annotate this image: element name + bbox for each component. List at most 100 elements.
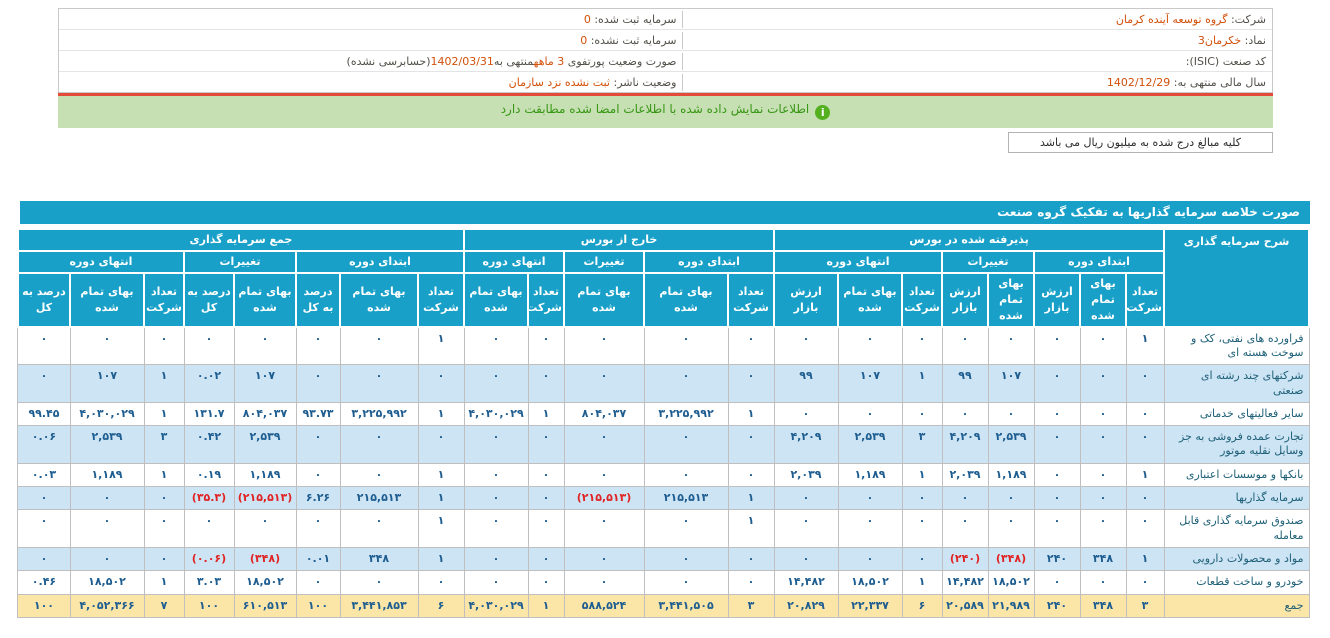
cell: ۹۳.۷۳ bbox=[296, 402, 340, 425]
cell: ۱ bbox=[144, 365, 184, 403]
cell: ۱۴,۴۸۲ bbox=[774, 571, 838, 594]
col-header-cost: بهای تمام شده bbox=[234, 273, 296, 327]
cell: ۴,۲۰۹ bbox=[774, 426, 838, 464]
cell: ۰ bbox=[988, 327, 1034, 365]
table-row: تجارت عمده فروشی به جز وسایل نقلیه موتور… bbox=[18, 426, 1309, 464]
desc-cell: شرکتهای چند رشته ای صنعتی bbox=[1164, 365, 1309, 403]
cell: ۰ bbox=[942, 327, 988, 365]
cell: ۱ bbox=[528, 594, 564, 617]
cell: ۱ bbox=[144, 463, 184, 486]
desc-cell: صندوق سرمایه گذاری قابل معامله bbox=[1164, 510, 1309, 548]
cell: ۰ bbox=[902, 402, 942, 425]
cell: ۰ bbox=[1080, 402, 1126, 425]
cell: ۰ bbox=[528, 487, 564, 510]
cell: ۰ bbox=[296, 426, 340, 464]
cell: ۰ bbox=[340, 571, 418, 594]
cell: ۱ bbox=[418, 547, 464, 570]
info-label: سرمایه ثبت نشده: bbox=[587, 34, 676, 47]
desc-cell: سرمایه گذاریها bbox=[1164, 487, 1309, 510]
cell: ۱۰۷ bbox=[838, 365, 902, 403]
info-value: خکرمان3 bbox=[1198, 34, 1241, 47]
period-header: انتهای دوره bbox=[774, 251, 942, 273]
cell: ۱ bbox=[728, 402, 774, 425]
cell: ۰ bbox=[838, 510, 902, 548]
portfolio-status-segment: (حسابرسی نشده) bbox=[347, 55, 431, 68]
col-header-count: تعداد شرکت bbox=[902, 273, 942, 327]
col-header-percent: درصد به کل bbox=[18, 273, 70, 327]
cell: ۰ bbox=[564, 510, 644, 548]
cell: ۰ bbox=[1080, 327, 1126, 365]
cell: ۰ bbox=[144, 547, 184, 570]
cell: ۰ bbox=[838, 487, 902, 510]
cell: ۰ bbox=[1034, 510, 1080, 548]
cell: ۲,۵۳۹ bbox=[234, 426, 296, 464]
cell: (۳۴۸) bbox=[988, 547, 1034, 570]
group-header: جمع سرمایه گذاری bbox=[18, 229, 464, 251]
col-header-cost: بهای تمام شده bbox=[1080, 273, 1126, 327]
cell: ۰ bbox=[728, 571, 774, 594]
cell: ۴,۰۳۰,۰۲۹ bbox=[464, 402, 528, 425]
cell: ۲۲,۳۳۷ bbox=[838, 594, 902, 617]
period-header: انتهای دوره bbox=[18, 251, 184, 273]
cell: ۰ bbox=[528, 327, 564, 365]
info-value: 0 bbox=[584, 13, 591, 26]
period-header: ابتدای دوره bbox=[1034, 251, 1164, 273]
cell: ۰ bbox=[464, 510, 528, 548]
cell: ۴,۲۰۹ bbox=[942, 426, 988, 464]
cell: ۰ bbox=[728, 365, 774, 403]
cell: ۰ bbox=[644, 426, 728, 464]
cell: ۰ bbox=[774, 547, 838, 570]
cell: ۰ bbox=[1126, 402, 1164, 425]
cell: ۰ bbox=[1034, 402, 1080, 425]
info-left-cell: سرمایه ثبت نشده: 0 bbox=[59, 32, 682, 49]
info-left-cell: سرمایه ثبت شده: 0 bbox=[59, 11, 682, 28]
cell: ۰ bbox=[728, 463, 774, 486]
cell: ۰ bbox=[464, 327, 528, 365]
cell: ۰.۰۱ bbox=[296, 547, 340, 570]
cell: ۰ bbox=[70, 547, 144, 570]
cell: ۶ bbox=[902, 594, 942, 617]
cell: ۰ bbox=[644, 463, 728, 486]
cell: ۱۰۰ bbox=[184, 594, 234, 617]
cell: ۰ bbox=[774, 487, 838, 510]
cell: ۴,۰۵۲,۳۶۶ bbox=[70, 594, 144, 617]
cell: ۱ bbox=[528, 402, 564, 425]
header-row-columns: تعداد شرکتبهای تمام شدهارزش بازاربهای تم… bbox=[18, 273, 1309, 327]
cell: ۰.۴۲ bbox=[184, 426, 234, 464]
cell: ۰ bbox=[528, 426, 564, 464]
cell: ۰ bbox=[464, 547, 528, 570]
cell: ۰ bbox=[1034, 463, 1080, 486]
cell: ۰ bbox=[340, 327, 418, 365]
cell: ۰ bbox=[902, 547, 942, 570]
cell: ۰ bbox=[728, 327, 774, 365]
col-header-count: تعداد شرکت bbox=[418, 273, 464, 327]
portfolio-status-segment: 1402/03/31 bbox=[431, 55, 494, 68]
cell: ۰ bbox=[1080, 463, 1126, 486]
cell: ۰ bbox=[296, 327, 340, 365]
cell: ۱,۱۸۹ bbox=[70, 463, 144, 486]
portfolio-status-segment: منتهی به bbox=[494, 55, 534, 68]
cell: ۳ bbox=[728, 594, 774, 617]
cell: ۵۸۸,۵۲۴ bbox=[564, 594, 644, 617]
col-header-percent: درصد به کل bbox=[184, 273, 234, 327]
desc-cell: جمع bbox=[1164, 594, 1309, 617]
cell: ۱ bbox=[1126, 327, 1164, 365]
col-header-cost: بهای تمام شده bbox=[70, 273, 144, 327]
cell: ۶.۲۶ bbox=[296, 487, 340, 510]
cell: ۱ bbox=[144, 402, 184, 425]
cell: ۰ bbox=[564, 327, 644, 365]
desc-cell: خودرو و ساخت قطعات bbox=[1164, 571, 1309, 594]
cell: ۴,۰۳۰,۰۲۹ bbox=[70, 402, 144, 425]
cell: ۰ bbox=[988, 510, 1034, 548]
cell: ۰ bbox=[774, 327, 838, 365]
cell: ۹۹ bbox=[774, 365, 838, 403]
cell: ۱ bbox=[728, 487, 774, 510]
cell: ۰ bbox=[528, 547, 564, 570]
cell: ۰ bbox=[988, 402, 1034, 425]
period-header: ابتدای دوره bbox=[296, 251, 464, 273]
cell: ۱۸,۵۰۲ bbox=[70, 571, 144, 594]
investment-summary-section: صورت خلاصه سرمایه گذاریها به تفکیک گروه … bbox=[20, 201, 1310, 618]
cell: ۰ bbox=[1034, 571, 1080, 594]
cell: ۰ bbox=[1126, 365, 1164, 403]
group-header: خارج از بورس bbox=[464, 229, 774, 251]
